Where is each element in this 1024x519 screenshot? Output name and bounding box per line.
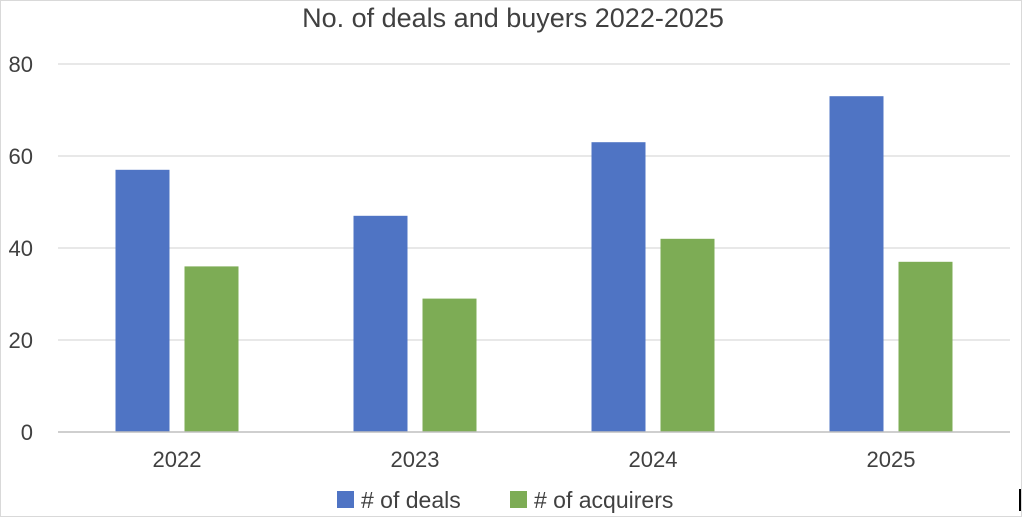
- y-tick-label-40: 40: [9, 236, 33, 261]
- legend-label-acquirers: # of acquirers: [534, 487, 673, 513]
- bar-deals-2022: [115, 169, 170, 433]
- bar-deals-2024: [591, 142, 646, 432]
- x-axis-tick-labels: 2022 2023 2024 2025: [153, 447, 916, 472]
- x-tick-label-2024: 2024: [629, 447, 678, 472]
- y-tick-label-0: 0: [21, 420, 33, 445]
- bar-acquirers-2022: [184, 266, 239, 432]
- x-tick-label-2025: 2025: [867, 447, 916, 472]
- bar-acquirers-2024: [660, 238, 715, 432]
- legend-swatch-deals: [337, 491, 354, 508]
- edge-marker: [1019, 489, 1021, 511]
- y-tick-label-60: 60: [9, 144, 33, 169]
- chart-title: No. of deals and buyers 2022-2025: [302, 3, 724, 33]
- x-tick-label-2023: 2023: [391, 447, 440, 472]
- bars: [115, 96, 953, 433]
- y-axis-tick-labels: 0 20 40 60 80: [9, 52, 33, 445]
- legend-swatch-acquirers: [510, 491, 527, 508]
- bar-acquirers-2023: [422, 298, 477, 432]
- y-tick-label-20: 20: [9, 328, 33, 353]
- legend: # of deals # of acquirers: [337, 487, 673, 513]
- legend-label-deals: # of deals: [361, 487, 461, 513]
- bar-deals-2023: [353, 215, 408, 432]
- x-tick-label-2022: 2022: [153, 447, 202, 472]
- bar-acquirers-2025: [898, 261, 953, 432]
- y-tick-label-80: 80: [9, 52, 33, 77]
- bar-deals-2025: [829, 96, 884, 432]
